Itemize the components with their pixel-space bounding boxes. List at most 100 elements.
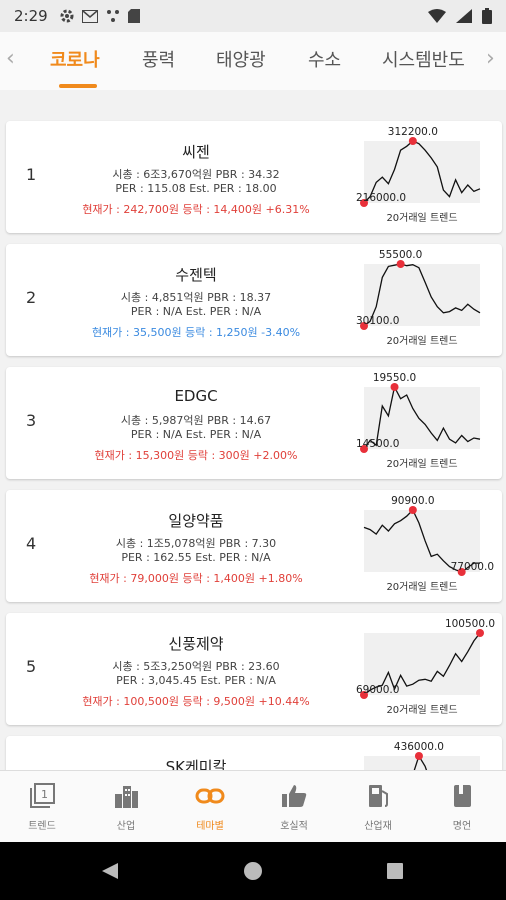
stock-card[interactable]: 1 씨젠 시총 : 6조3,670억원 PBR : 34.32 PER : 11… — [6, 121, 502, 233]
per-est-per: PER : 3,045.45 Est. PER : N/A — [116, 674, 276, 687]
stock-name: 수젠텍 — [175, 266, 217, 284]
price-change: 현재가 : 100,500원 등락 : 9,500원 +10.44% — [82, 695, 310, 708]
tab-scroll-right-icon[interactable]: › — [486, 46, 495, 71]
max-point-marker — [390, 383, 399, 391]
per-est-per: PER : 162.55 Est. PER : N/A — [121, 551, 271, 564]
chart-caption: 20거래일 트렌드 — [386, 458, 457, 470]
home-icon[interactable] — [243, 861, 263, 881]
tab-system-semiconductor[interactable]: 시스템반도 — [382, 50, 465, 71]
link-icon — [195, 788, 225, 804]
max-value-label: 90900.0 — [391, 496, 434, 507]
chart-caption: 20거래일 트렌드 — [386, 704, 457, 716]
min-value-label: 69000.0 — [356, 684, 399, 696]
stock-card[interactable]: 4 일양약품 시총 : 1조5,078억원 PBR : 7.30 PER : 1… — [6, 490, 502, 602]
recents-icon[interactable] — [386, 862, 404, 880]
tab-wind-power[interactable]: 풍력 — [142, 50, 176, 71]
max-point-marker — [476, 629, 484, 637]
stock-name: 씨젠 — [182, 143, 210, 161]
max-point-marker — [408, 137, 417, 145]
price-change: 현재가 : 242,700원 등락 : 14,400원 +6.31% — [82, 203, 310, 216]
tab-corona[interactable]: 코로나 — [50, 50, 100, 71]
max-value-label: 436000.0 — [394, 742, 444, 753]
tab-scroll-left-icon[interactable]: ‹ — [6, 46, 15, 71]
nav-label: 산업 — [116, 821, 136, 832]
max-value-label: 19550.0 — [373, 373, 416, 384]
min-point-marker — [360, 322, 368, 330]
trend-chart: 436000.0 — [364, 742, 480, 770]
chart-background — [364, 756, 480, 770]
per-est-per: PER : N/A Est. PER : N/A — [130, 428, 262, 441]
trend-line — [363, 140, 481, 204]
nav-quotes[interactable]: 명언 — [420, 781, 504, 832]
stock-card[interactable]: 3 EDGC 시총 : 5,987억원 PBR : 14.67 PER : N/… — [6, 367, 502, 479]
chart-background — [364, 141, 480, 203]
trend-line — [413, 754, 428, 770]
battery-icon — [482, 8, 492, 24]
nav-label: 테마별 — [196, 821, 224, 832]
max-value-label: 312200.0 — [388, 127, 438, 138]
bottom-nav: 1 트렌드 산업 테마별 호실적 산업재 명언 — [0, 770, 506, 842]
market-cap-pbr: 시총 : 4,851억원 PBR : 18.37 — [120, 291, 272, 304]
stock-list[interactable]: 1 씨젠 시총 : 6조3,670억원 PBR : 34.32 PER : 11… — [0, 90, 506, 770]
tab-hydrogen[interactable]: 수소 — [308, 50, 342, 71]
min-point-marker — [360, 445, 368, 453]
max-point-marker — [396, 260, 405, 268]
trend-chart: 100500.0 69000.0 20거래일 트렌드 — [356, 619, 495, 716]
nav-industrial-goods[interactable]: 산업재 — [336, 781, 420, 832]
min-point-marker — [360, 691, 368, 699]
nav-trend[interactable]: 1 트렌드 — [0, 781, 84, 832]
trend-line — [363, 385, 481, 450]
stock-name: 신풍제약 — [168, 635, 224, 653]
stock-card[interactable]: 2 수젠텍 시총 : 4,851억원 PBR : 18.37 PER : N/A… — [6, 244, 502, 356]
buildings-icon — [115, 786, 138, 808]
nav-label: 산업재 — [364, 821, 392, 832]
trend-line — [363, 263, 481, 327]
price-change: 현재가 : 35,500원 등락 : 1,250원 -3.40% — [91, 326, 301, 339]
sd-card-icon — [127, 9, 140, 23]
min-value-label: 216000.0 — [356, 192, 406, 204]
min-point-marker — [457, 568, 466, 576]
back-icon[interactable] — [100, 861, 120, 881]
chart-caption: 20거래일 트렌드 — [386, 212, 457, 224]
chart-background — [364, 633, 480, 695]
trend-chart: 55500.0 30100.0 20거래일 트렌드 — [356, 250, 481, 347]
rank-number: 1 — [26, 165, 37, 184]
price-change: 현재가 : 15,300원 등락 : 300원 +2.00% — [94, 449, 298, 462]
status-bar: 2:29 — [0, 0, 506, 32]
chart-background — [364, 510, 480, 572]
nav-label: 트렌드 — [28, 821, 56, 832]
per-est-per: PER : 115.08 Est. PER : 18.00 — [115, 182, 277, 195]
nav-industry[interactable]: 산업 — [84, 781, 168, 832]
trend-chart: 90900.0 77000.0 20거래일 트렌드 — [363, 496, 494, 593]
stock-card[interactable]: 6 SK케미칼 436000.0 — [6, 736, 502, 770]
theme-tab-bar: ‹ 코로나 풍력 태양광 수소 시스템반도 › — [0, 32, 506, 90]
nav-label: 명언 — [452, 821, 472, 832]
min-point-marker — [360, 199, 368, 207]
rank-number: 4 — [26, 534, 37, 553]
book-icon — [454, 785, 471, 807]
nav-theme[interactable]: 테마별 — [168, 781, 252, 832]
min-value-label: 77000.0 — [451, 561, 494, 573]
gmail-icon — [81, 9, 98, 23]
wifi-icon — [428, 9, 446, 23]
price-change: 현재가 : 79,000원 등락 : 1,400원 +1.80% — [89, 572, 303, 585]
max-value-label: 100500.0 — [445, 619, 495, 630]
market-cap-pbr: 시총 : 5조3,250억원 PBR : 23.60 — [112, 660, 280, 673]
chart-caption: 20거래일 트렌드 — [386, 335, 457, 347]
nav-good-earnings[interactable]: 호실적 — [252, 781, 336, 832]
active-tab-indicator — [59, 84, 97, 88]
rank-number: 5 — [26, 657, 37, 676]
rank-number: 2 — [26, 288, 37, 307]
trend-chart: 19550.0 14500.0 20거래일 트렌드 — [356, 373, 481, 470]
signal-icon — [456, 9, 472, 23]
stock-name: EDGC — [174, 387, 218, 405]
tab-solar[interactable]: 태양광 — [216, 50, 266, 71]
min-value-label: 14500.0 — [356, 438, 399, 450]
market-cap-pbr: 시총 : 6조3,670억원 PBR : 34.32 — [112, 168, 280, 181]
thumbs-up-icon — [282, 785, 307, 807]
trend-line — [363, 632, 481, 696]
stock-card[interactable]: 5 신풍제약 시총 : 5조3,250억원 PBR : 23.60 PER : … — [6, 613, 502, 725]
stock-name: 일양약품 — [168, 512, 224, 530]
max-value-label: 55500.0 — [379, 250, 422, 261]
nav-label: 호실적 — [280, 821, 308, 832]
